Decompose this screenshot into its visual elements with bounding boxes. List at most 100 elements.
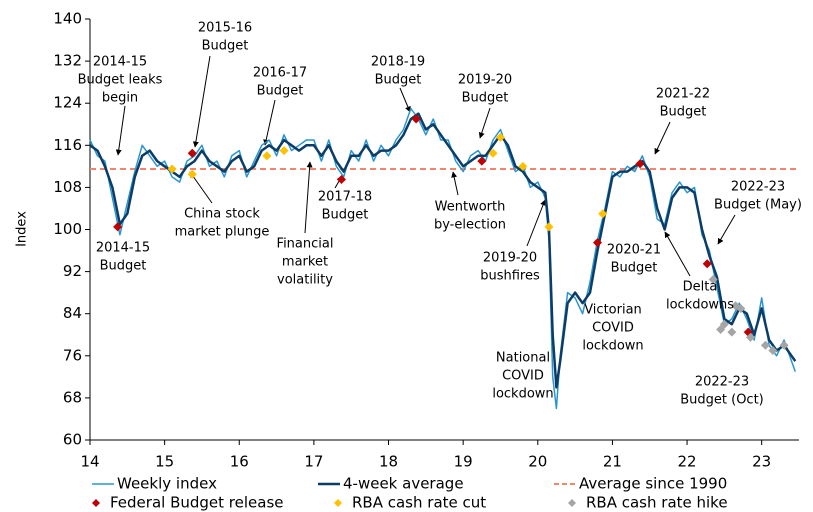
y-tick-label: 140 bbox=[53, 10, 82, 28]
annotation: Budget leaks bbox=[78, 73, 163, 88]
annotation: Victorian bbox=[584, 303, 642, 318]
x-tick-label: 16 bbox=[230, 453, 249, 471]
annotation: 2017-18 bbox=[318, 190, 372, 205]
event-marker bbox=[477, 156, 487, 166]
annotation: Budget (Oct) bbox=[680, 393, 764, 408]
event-marker bbox=[279, 146, 289, 156]
annotation: bushfires bbox=[480, 269, 540, 284]
event-marker bbox=[635, 159, 645, 169]
annotation: China stock bbox=[184, 207, 260, 222]
arrow bbox=[654, 121, 671, 155]
arrow bbox=[664, 231, 691, 277]
x-tick-label: 20 bbox=[528, 453, 547, 471]
y-tick-label: 132 bbox=[53, 52, 82, 70]
y-tick-label: 108 bbox=[53, 178, 82, 196]
event-marker bbox=[708, 274, 718, 284]
annotation: Budget bbox=[462, 91, 509, 106]
annotation: Financial bbox=[277, 237, 334, 252]
annotation: market plunge bbox=[175, 225, 270, 240]
event-marker bbox=[187, 148, 197, 158]
legend-swatch bbox=[92, 499, 100, 507]
y-tick-label: 124 bbox=[53, 94, 82, 112]
legend-swatch bbox=[568, 499, 576, 507]
event-marker bbox=[518, 161, 528, 171]
annotation: by-election bbox=[434, 218, 506, 233]
arrow bbox=[526, 199, 546, 247]
y-tick-label: 68 bbox=[63, 388, 82, 406]
event-marker bbox=[779, 340, 789, 350]
annotation: 2014-15 bbox=[96, 241, 150, 256]
annotation: lockdown bbox=[492, 387, 553, 402]
annotation: 2015-16 bbox=[198, 21, 252, 36]
annotation: Budget bbox=[100, 259, 147, 274]
annotation: begin bbox=[102, 91, 138, 106]
y-tick-label: 116 bbox=[53, 136, 82, 154]
x-tick-label: 22 bbox=[678, 453, 697, 471]
event-marker bbox=[262, 151, 272, 161]
y-tick-label: 76 bbox=[63, 346, 82, 364]
annotation: COVID bbox=[592, 321, 634, 336]
event-marker bbox=[727, 327, 737, 337]
event-marker bbox=[592, 238, 602, 248]
annotation: Budget bbox=[660, 105, 707, 120]
annotation: Budget (May) bbox=[714, 198, 802, 213]
event-marker bbox=[702, 259, 712, 269]
event-marker bbox=[598, 209, 608, 219]
x-tick-label: 23 bbox=[752, 453, 771, 471]
event-marker bbox=[544, 222, 554, 232]
annotation: 2022-23 bbox=[731, 180, 785, 195]
legend-label: Weekly index bbox=[117, 475, 217, 493]
annotation: 2014-15 bbox=[93, 55, 147, 70]
legend-label: Federal Budget release bbox=[110, 494, 284, 512]
legend-label: RBA cash rate hike bbox=[586, 494, 728, 512]
arrow bbox=[717, 214, 736, 245]
annotation: Budget bbox=[202, 39, 249, 54]
legend-label: RBA cash rate cut bbox=[352, 494, 486, 512]
annotation: 2020-21 bbox=[607, 243, 661, 258]
event-marker bbox=[495, 132, 505, 142]
annotation: National bbox=[496, 351, 550, 366]
arrow bbox=[192, 55, 211, 148]
x-tick-label: 19 bbox=[454, 453, 473, 471]
arrow bbox=[478, 107, 491, 139]
annotation: 2019-20 bbox=[458, 73, 512, 88]
event-marker bbox=[760, 340, 770, 350]
arrow bbox=[263, 99, 276, 146]
x-tick-label: 15 bbox=[155, 453, 174, 471]
annotation: Budget bbox=[611, 261, 658, 276]
y-tick-label: 60 bbox=[63, 431, 82, 449]
annotation: Budget bbox=[257, 84, 304, 99]
x-tick-label: 21 bbox=[603, 453, 622, 471]
annotation: market bbox=[282, 255, 328, 270]
annotation: 2019-20 bbox=[483, 251, 537, 266]
arrow bbox=[399, 87, 411, 113]
annotation: lockdown bbox=[582, 339, 643, 354]
annotation: lockdowns bbox=[666, 298, 734, 313]
y-tick-label: 84 bbox=[63, 304, 82, 322]
annotation: Budget bbox=[375, 73, 422, 88]
annotation: Wentworth bbox=[435, 200, 506, 215]
event-marker bbox=[736, 303, 746, 313]
y-tick-label: 100 bbox=[53, 220, 82, 238]
annotation: Budget bbox=[322, 208, 369, 223]
arrow bbox=[451, 171, 459, 196]
annotation: COVID bbox=[502, 369, 544, 384]
y-axis-label: Index bbox=[15, 211, 30, 247]
arrow bbox=[115, 105, 126, 156]
event-marker bbox=[411, 114, 421, 124]
legend-label: Average since 1990 bbox=[579, 475, 727, 493]
event-marker bbox=[719, 319, 729, 329]
event-marker bbox=[113, 222, 123, 232]
legend-label: 4-week average bbox=[343, 475, 464, 493]
x-tick-label: 17 bbox=[304, 453, 323, 471]
annotation: 2021-22 bbox=[656, 87, 710, 102]
event-marker bbox=[337, 175, 347, 185]
annotation: 2022-23 bbox=[695, 375, 749, 390]
x-tick-label: 18 bbox=[379, 453, 398, 471]
annotation-arrows bbox=[115, 55, 736, 277]
y-tick-label: 92 bbox=[63, 262, 82, 280]
annotation: volatility bbox=[277, 273, 333, 288]
arrow bbox=[304, 161, 313, 234]
x-tick-label: 14 bbox=[80, 453, 99, 471]
